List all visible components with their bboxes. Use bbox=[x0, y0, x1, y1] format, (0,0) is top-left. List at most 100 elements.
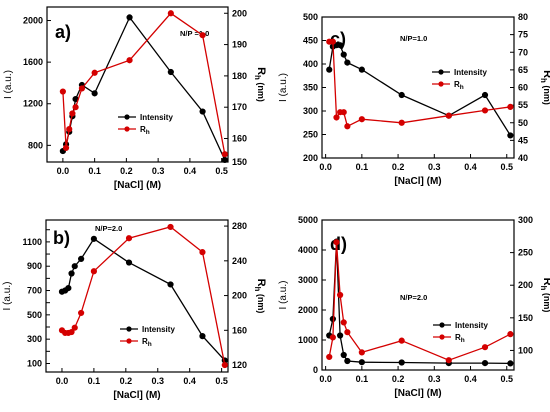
x-tick-label: 0.1 bbox=[88, 166, 101, 176]
data-point-rh bbox=[72, 104, 79, 111]
plot-frame bbox=[321, 219, 515, 371]
y-right-tick-label: 200 bbox=[232, 8, 247, 18]
data-point-rh bbox=[333, 114, 340, 121]
annotation-np-ratio: N/P=2.0 bbox=[95, 224, 122, 233]
data-point-intensity bbox=[199, 333, 206, 340]
x-axis-label: [NaCl] (M) bbox=[113, 390, 160, 401]
plot-frame bbox=[45, 219, 229, 373]
data-point-rh bbox=[66, 126, 73, 133]
y-left-tick-label: 2000 bbox=[23, 16, 43, 26]
data-point-intensity bbox=[481, 91, 489, 99]
legend: Intensity Rh bbox=[433, 321, 488, 344]
y-left-tick-label: 0 bbox=[313, 365, 318, 375]
data-point-intensity bbox=[507, 360, 514, 367]
y-left-tick-label: 1600 bbox=[23, 57, 43, 67]
legend-label: Intensity bbox=[140, 113, 173, 122]
data-point-rh bbox=[221, 361, 228, 369]
y-left-axis-label: I (a.u.) bbox=[3, 70, 14, 99]
data-point-rh bbox=[329, 38, 336, 45]
data-point-rh bbox=[398, 119, 405, 126]
data-point-intensity bbox=[90, 235, 97, 242]
x-axis-label: [NaCl] (M) bbox=[394, 388, 441, 399]
data-point-rh bbox=[344, 123, 351, 130]
data-point-rh bbox=[329, 334, 336, 341]
data-point-rh bbox=[199, 32, 206, 39]
y-left-tick-label: 5000 bbox=[298, 215, 318, 225]
series-line-rh bbox=[329, 41, 511, 128]
data-point-intensity bbox=[358, 66, 365, 73]
series-line-intensity bbox=[62, 16, 226, 161]
annotation-np-ratio: N/P=1.0 bbox=[400, 34, 427, 43]
data-point-rh bbox=[337, 291, 344, 299]
x-tick-label: 0.4 bbox=[464, 162, 477, 172]
y-right-tick-label: 240 bbox=[232, 256, 247, 266]
data-point-intensity bbox=[337, 42, 344, 49]
x-tick-label: 0.1 bbox=[88, 376, 101, 386]
data-point-rh bbox=[481, 344, 489, 351]
y-right-tick-label: 280 bbox=[232, 221, 247, 231]
data-point-rh bbox=[326, 353, 333, 361]
x-tick-label: 0.2 bbox=[392, 374, 405, 384]
y-right-tick-label: 80 bbox=[518, 12, 528, 22]
y-right-tick-label: 50 bbox=[518, 118, 528, 128]
annotation-np-ratio: N/P=2.0 bbox=[400, 293, 427, 302]
x-axis-label: [NaCl] (M) bbox=[394, 176, 441, 187]
legend-marker bbox=[438, 69, 444, 75]
y-left-tick-label: 500 bbox=[27, 310, 42, 320]
legend: Intensity Rh bbox=[432, 68, 487, 91]
y-right-tick-label: 160 bbox=[232, 134, 247, 144]
y-left-tick-label: 300 bbox=[303, 106, 318, 116]
y-left-axis-label: I (a.u.) bbox=[2, 282, 13, 311]
y-right-tick-label: 190 bbox=[232, 40, 247, 50]
legend-label: Intensity bbox=[142, 325, 175, 334]
y-left-tick-label: 4000 bbox=[298, 245, 318, 255]
x-tick-label: 0.3 bbox=[151, 376, 164, 386]
legend-label: Rh bbox=[454, 80, 464, 91]
y-left-axis-label: I (a.u.) bbox=[278, 281, 289, 310]
y-right-tick-label: 160 bbox=[232, 325, 247, 335]
panel-label: b) bbox=[53, 228, 70, 248]
legend-marker bbox=[124, 126, 130, 132]
panel-label: a) bbox=[55, 22, 71, 42]
y-left-tick-label: 100 bbox=[27, 358, 42, 368]
data-point-intensity bbox=[221, 156, 228, 164]
data-point-rh bbox=[344, 329, 351, 336]
legend: Intensity Rh bbox=[118, 113, 173, 136]
x-tick-label: 0.3 bbox=[428, 374, 441, 384]
data-point-rh bbox=[126, 57, 133, 64]
y-right-tick-label: 45 bbox=[518, 135, 528, 145]
data-point-intensity bbox=[326, 66, 333, 73]
y-right-tick-label: 40 bbox=[518, 153, 528, 163]
legend-marker bbox=[439, 322, 445, 328]
y-right-tick-label: 55 bbox=[518, 100, 528, 110]
data-point-rh bbox=[59, 88, 66, 95]
data-point-rh bbox=[78, 85, 86, 92]
x-tick-label: 0.3 bbox=[152, 166, 165, 176]
x-tick-label: 0.2 bbox=[120, 376, 133, 386]
data-point-rh bbox=[340, 109, 347, 116]
y-right-tick-label: 100 bbox=[518, 345, 533, 355]
y-left-tick-label: 450 bbox=[303, 36, 318, 46]
data-point-intensity bbox=[71, 263, 78, 270]
x-tick-label: 0.2 bbox=[392, 162, 405, 172]
data-point-rh bbox=[78, 309, 85, 317]
data-point-rh bbox=[91, 69, 98, 76]
chart-panel-1: 0.0 0.1 0.2 0.3 0.4 0.5 800 1200 1600 2000 150 160 1… bbox=[3, 6, 267, 191]
data-point-rh bbox=[398, 337, 405, 344]
data-point-intensity bbox=[126, 14, 133, 21]
y-left-tick-label: 1200 bbox=[23, 99, 43, 109]
y-right-axis-label: Rh (nm) bbox=[253, 279, 267, 314]
data-point-intensity bbox=[167, 281, 174, 288]
y-right-tick-label: 200 bbox=[232, 291, 247, 301]
y-right-axis-label: Rh (nm) bbox=[539, 278, 550, 313]
legend-label: Rh bbox=[142, 337, 152, 348]
data-point-rh bbox=[199, 249, 206, 256]
data-point-rh bbox=[445, 357, 452, 364]
x-tick-label: 0.1 bbox=[356, 162, 369, 172]
y-left-tick-label: 1000 bbox=[298, 335, 318, 345]
y-left-tick-label: 300 bbox=[27, 334, 42, 344]
data-point-rh bbox=[507, 103, 514, 110]
y-right-tick-label: 70 bbox=[518, 47, 528, 57]
data-point-intensity bbox=[78, 255, 85, 263]
